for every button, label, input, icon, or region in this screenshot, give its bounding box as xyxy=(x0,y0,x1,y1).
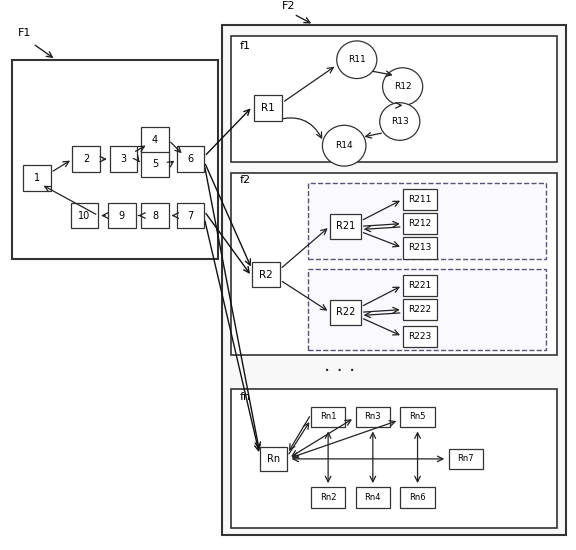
Text: R14: R14 xyxy=(335,141,353,150)
Text: F1: F1 xyxy=(17,28,31,38)
Text: R223: R223 xyxy=(408,332,431,341)
FancyBboxPatch shape xyxy=(23,165,51,191)
Text: · · ·: · · · xyxy=(324,362,355,381)
Text: R22: R22 xyxy=(336,307,355,317)
FancyBboxPatch shape xyxy=(403,237,437,258)
FancyBboxPatch shape xyxy=(355,407,390,427)
FancyBboxPatch shape xyxy=(108,202,135,228)
FancyBboxPatch shape xyxy=(222,25,566,535)
FancyBboxPatch shape xyxy=(253,95,282,121)
Text: R212: R212 xyxy=(408,219,431,228)
FancyBboxPatch shape xyxy=(73,146,100,172)
Text: 3: 3 xyxy=(120,154,127,164)
Text: R222: R222 xyxy=(408,305,431,314)
Text: R12: R12 xyxy=(394,82,411,91)
Text: fn: fn xyxy=(239,392,251,402)
FancyBboxPatch shape xyxy=(403,274,437,296)
Text: R13: R13 xyxy=(391,117,408,126)
Text: 8: 8 xyxy=(152,211,158,221)
Text: R211: R211 xyxy=(408,195,431,204)
FancyBboxPatch shape xyxy=(260,447,287,471)
FancyBboxPatch shape xyxy=(177,202,204,228)
FancyBboxPatch shape xyxy=(141,128,169,153)
FancyBboxPatch shape xyxy=(109,146,137,172)
Text: f2: f2 xyxy=(239,175,251,185)
Circle shape xyxy=(323,125,366,166)
Text: 6: 6 xyxy=(188,154,194,164)
Text: R1: R1 xyxy=(261,103,275,113)
Text: f1: f1 xyxy=(239,41,251,51)
Text: 1: 1 xyxy=(34,173,40,183)
FancyBboxPatch shape xyxy=(403,299,437,320)
FancyBboxPatch shape xyxy=(308,270,546,350)
Text: 5: 5 xyxy=(152,160,158,169)
Text: Rn6: Rn6 xyxy=(409,493,426,502)
FancyBboxPatch shape xyxy=(329,300,361,324)
Text: 10: 10 xyxy=(78,211,90,221)
Text: 9: 9 xyxy=(119,211,125,221)
FancyBboxPatch shape xyxy=(329,214,361,239)
Text: R2: R2 xyxy=(259,270,273,279)
Circle shape xyxy=(382,68,423,106)
FancyBboxPatch shape xyxy=(400,407,435,427)
FancyBboxPatch shape xyxy=(403,326,437,347)
Text: Rn: Rn xyxy=(267,454,281,464)
Text: Rn7: Rn7 xyxy=(457,454,474,464)
Text: Rn1: Rn1 xyxy=(320,412,336,421)
FancyBboxPatch shape xyxy=(403,213,437,234)
Text: Rn2: Rn2 xyxy=(320,493,336,502)
Text: R11: R11 xyxy=(348,55,366,64)
FancyBboxPatch shape xyxy=(141,152,169,178)
FancyBboxPatch shape xyxy=(311,407,346,427)
FancyBboxPatch shape xyxy=(308,183,546,258)
FancyBboxPatch shape xyxy=(71,202,98,228)
FancyBboxPatch shape xyxy=(141,202,169,228)
Text: R221: R221 xyxy=(408,281,431,290)
Text: Rn4: Rn4 xyxy=(365,493,381,502)
Text: 2: 2 xyxy=(83,154,89,164)
Text: Rn5: Rn5 xyxy=(410,412,426,421)
FancyBboxPatch shape xyxy=(230,173,558,355)
Circle shape xyxy=(337,41,377,79)
Text: F2: F2 xyxy=(282,2,295,12)
Text: Rn3: Rn3 xyxy=(365,412,381,421)
Text: 7: 7 xyxy=(187,211,194,221)
FancyBboxPatch shape xyxy=(403,189,437,210)
FancyBboxPatch shape xyxy=(177,146,204,172)
FancyBboxPatch shape xyxy=(449,449,483,469)
FancyBboxPatch shape xyxy=(252,262,280,287)
Text: R213: R213 xyxy=(408,243,431,252)
FancyBboxPatch shape xyxy=(400,487,435,508)
FancyBboxPatch shape xyxy=(311,487,346,508)
Text: 4: 4 xyxy=(152,135,158,145)
FancyBboxPatch shape xyxy=(12,60,218,258)
FancyBboxPatch shape xyxy=(355,487,390,508)
FancyBboxPatch shape xyxy=(230,36,558,162)
Circle shape xyxy=(380,103,420,140)
Text: R21: R21 xyxy=(336,221,355,232)
FancyBboxPatch shape xyxy=(230,388,558,528)
